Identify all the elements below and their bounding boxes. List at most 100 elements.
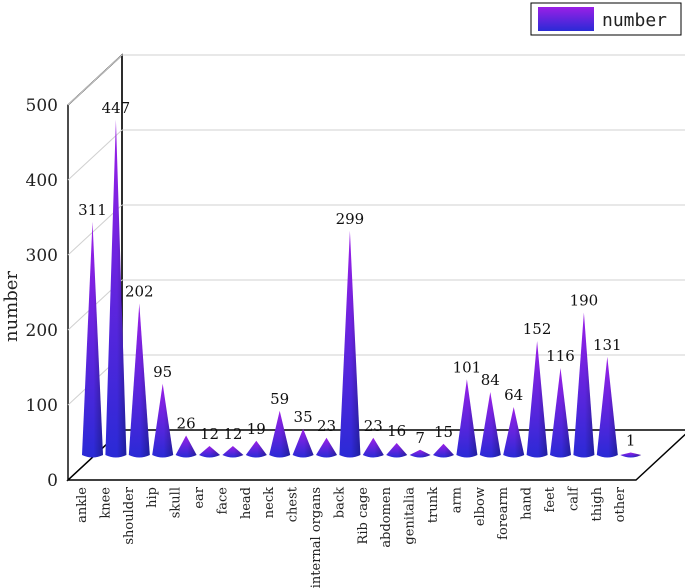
y-tick-label: 200 <box>26 321 58 341</box>
gridline-wall <box>67 54 123 106</box>
bar-cone-shade <box>596 356 618 458</box>
data-label: 299 <box>336 210 365 228</box>
bar-feet: 116 <box>546 347 575 458</box>
x-tick-label: internal organs <box>309 487 324 588</box>
bar-neck: 59 <box>269 390 291 458</box>
x-axis-ticks: ankle knee shoulder hip skull ear face head neck… <box>75 486 628 588</box>
bar-cone-shade <box>409 449 431 458</box>
data-label: 12 <box>200 425 219 443</box>
bar-cone-shade <box>620 452 642 458</box>
bar-rib-cage: 23 <box>362 417 384 458</box>
bar-cone-shade <box>386 443 408 458</box>
x-tick-label: forearm <box>496 487 511 540</box>
y-axis-ticks: 0 100 200 300 400 500 <box>26 96 58 491</box>
data-label: 26 <box>177 415 196 433</box>
x-tick-label: back <box>332 487 347 518</box>
data-label: 131 <box>593 336 622 354</box>
bar-cone-shade <box>456 379 478 458</box>
gridline-wall <box>67 129 123 181</box>
x-tick-label: thigh <box>590 486 605 521</box>
y-axis-label: number <box>1 271 22 342</box>
y-tick-label: 500 <box>26 96 58 116</box>
bar-chest: 35 <box>292 408 314 458</box>
bar-cone-shade <box>105 119 127 458</box>
bar-internal-organs: 23 <box>316 417 337 458</box>
y-tick-label: 400 <box>26 171 58 191</box>
bar-cone-shade <box>152 383 174 458</box>
bar-cone-shade <box>573 312 595 458</box>
bar-cone-shade <box>316 437 337 458</box>
bar-head: 19 <box>245 420 267 458</box>
bar-hip: 95 <box>152 363 174 458</box>
legend-label: number <box>602 10 667 31</box>
data-label: 190 <box>570 292 599 310</box>
legend-swatch <box>538 7 594 31</box>
bar-face: 12 <box>222 425 244 458</box>
data-label: 311 <box>78 201 107 219</box>
bar-skull: 26 <box>175 415 197 458</box>
bar-abdomen: 16 <box>386 422 408 458</box>
bar-cone-shade <box>199 446 220 458</box>
legend: number <box>530 2 682 36</box>
bar-knee: 447 <box>102 99 131 458</box>
data-label: 152 <box>523 320 552 338</box>
bar-back: 299 <box>336 210 365 458</box>
data-label: 15 <box>434 423 453 441</box>
bar-shoulder: 202 <box>125 283 154 458</box>
y-tick-label: 100 <box>26 396 58 416</box>
x-tick-label: ankle <box>75 487 90 523</box>
data-label: 101 <box>453 358 482 376</box>
x-tick-label: head <box>239 487 254 519</box>
data-label: 202 <box>125 283 154 301</box>
bar-forearm: 64 <box>503 386 525 458</box>
data-label: 447 <box>102 99 131 117</box>
bar-cone-shade <box>479 392 501 458</box>
x-tick-label: abdomen <box>379 486 394 547</box>
data-label: 95 <box>153 363 172 381</box>
data-label: 23 <box>364 417 383 435</box>
x-tick-label: other <box>613 486 628 522</box>
x-tick-label: face <box>215 487 230 515</box>
bar-cone-shade <box>128 303 150 458</box>
bar-cone-shade <box>550 368 571 458</box>
bar-other: 1 <box>620 432 642 458</box>
data-label: 23 <box>317 417 336 435</box>
x-tick-label: trunk <box>426 487 441 523</box>
x-tick-label: neck <box>262 487 277 518</box>
bar-genitalia: 7 <box>409 429 431 458</box>
x-tick-label: arm <box>449 487 464 513</box>
bar-ankle: 311 <box>78 201 107 458</box>
data-label: 7 <box>415 429 425 447</box>
x-tick-label: Rib cage <box>356 487 371 545</box>
x-tick-label: shoulder <box>122 486 137 544</box>
bar-cone-shade <box>362 437 384 458</box>
x-tick-label: skull <box>169 487 184 518</box>
x-tick-label: hip <box>145 487 160 508</box>
x-tick-label: genitalia <box>403 487 418 545</box>
bar-elbow: 84 <box>479 371 501 458</box>
bar-cone-shade <box>82 221 103 458</box>
data-label: 16 <box>387 422 406 440</box>
bar-arm: 101 <box>453 358 482 458</box>
x-tick-label: elbow <box>473 487 488 526</box>
x-tick-label: hand <box>520 487 535 520</box>
bar-cone-shade <box>503 407 525 458</box>
bar-trunk: 15 <box>433 423 454 458</box>
data-label: 1 <box>626 432 636 450</box>
data-label: 116 <box>546 347 575 365</box>
data-label: 12 <box>223 425 242 443</box>
bar-cone-shade <box>292 428 314 458</box>
bar-cone-shade <box>433 443 454 458</box>
bar-cone-shade <box>175 435 197 458</box>
bar-cone-shade <box>245 440 267 458</box>
y-tick-label: 0 <box>47 471 58 491</box>
bar-ear: 12 <box>199 425 220 458</box>
x-tick-label: knee <box>98 487 113 519</box>
data-label: 64 <box>504 386 523 404</box>
data-label: 35 <box>294 408 313 426</box>
data-label: 19 <box>247 420 266 438</box>
y-tick-label: 300 <box>26 246 58 266</box>
data-label: 59 <box>270 390 289 408</box>
